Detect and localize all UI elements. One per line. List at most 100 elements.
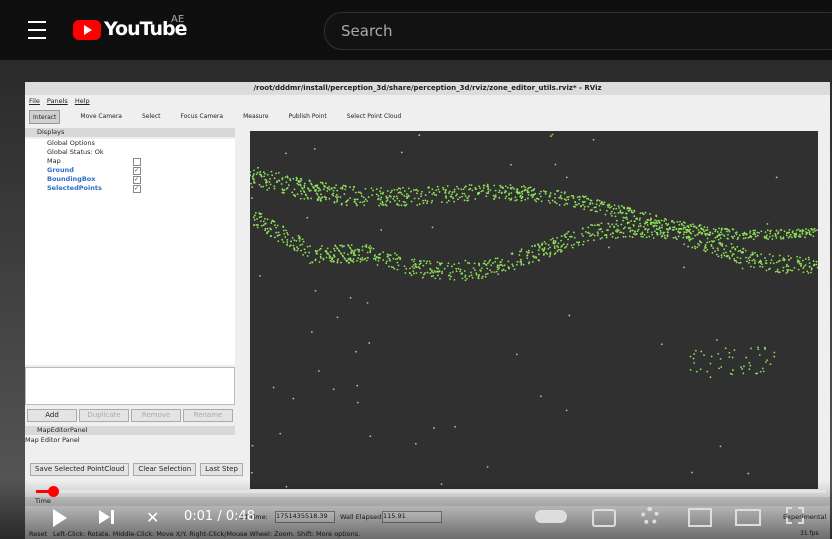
- point: [538, 246, 541, 249]
- tool[interactable]: Measure: [243, 113, 269, 120]
- display-item[interactable]: SelectedPoints ✓: [25, 184, 235, 193]
- point: [288, 245, 291, 248]
- tool[interactable]: Move Camera: [80, 113, 122, 120]
- point: [485, 192, 488, 195]
- point: [734, 231, 737, 234]
- checkbox[interactable]: ✓: [133, 176, 141, 184]
- menu-icon[interactable]: [28, 21, 46, 39]
- tool[interactable]: Interact: [29, 110, 61, 124]
- logo-icon[interactable]: [73, 20, 101, 40]
- point: [390, 266, 393, 268]
- map-button[interactable]: Clear Selection: [133, 463, 197, 476]
- point: [714, 228, 717, 231]
- point: [685, 237, 688, 239]
- captions-button[interactable]: [592, 509, 616, 527]
- point: [714, 236, 717, 239]
- point: [513, 268, 516, 271]
- point: [698, 244, 701, 247]
- display-item[interactable]: Map: [25, 157, 235, 166]
- point: [580, 205, 582, 208]
- point: [587, 226, 590, 229]
- point: [390, 189, 393, 192]
- point: [521, 190, 524, 193]
- display-item[interactable]: BoundingBox ✓: [25, 175, 235, 184]
- display-button[interactable]: Remove: [131, 409, 181, 422]
- point: [742, 234, 745, 237]
- map-button[interactable]: Save Selected PointCloud: [30, 463, 130, 476]
- point: [554, 163, 557, 166]
- point: [694, 349, 697, 352]
- display-item[interactable]: Global Status: Ok: [25, 148, 235, 157]
- progress-bar[interactable]: [36, 490, 826, 493]
- point: [706, 232, 708, 235]
- point: [407, 187, 410, 190]
- play-button[interactable]: [53, 509, 67, 527]
- point: [611, 232, 614, 234]
- mute-button[interactable]: ✕: [146, 508, 160, 527]
- point: [290, 240, 292, 243]
- scrubber[interactable]: [48, 486, 59, 497]
- point: [593, 206, 596, 209]
- point: [785, 272, 788, 274]
- point: [361, 249, 364, 252]
- display-item[interactable]: Ground ✓: [25, 166, 235, 175]
- menu-item[interactable]: Help: [74, 97, 90, 105]
- checkbox[interactable]: ✓: [133, 185, 141, 193]
- checkbox[interactable]: [133, 158, 141, 166]
- point: [704, 232, 706, 235]
- point: [756, 231, 759, 234]
- display-button[interactable]: Rename: [183, 409, 233, 422]
- point: [259, 213, 262, 216]
- point: [329, 259, 332, 262]
- point: [714, 230, 717, 233]
- tool[interactable]: Select: [141, 113, 161, 120]
- autoplay-toggle[interactable]: [535, 510, 567, 523]
- point: [808, 262, 811, 265]
- point: [619, 231, 622, 234]
- point: [285, 188, 288, 190]
- display-item[interactable]: Global Options: [25, 139, 235, 148]
- point: [327, 187, 330, 190]
- menu-item[interactable]: File: [29, 97, 40, 105]
- tool[interactable]: Select Point Cloud: [346, 113, 402, 120]
- point: [297, 184, 300, 186]
- search-box[interactable]: Search: [324, 12, 832, 50]
- map-button[interactable]: Last Step: [200, 463, 243, 476]
- tool[interactable]: Publish Point: [288, 113, 327, 120]
- point: [310, 197, 313, 200]
- point: [272, 386, 275, 389]
- point: [566, 232, 568, 235]
- point: [455, 270, 458, 273]
- viewport[interactable]: [250, 131, 818, 489]
- point: [646, 219, 649, 221]
- point: [331, 193, 334, 196]
- fullscreen-button[interactable]: [786, 507, 804, 524]
- display-button[interactable]: Add: [27, 409, 77, 422]
- point: [691, 246, 694, 249]
- point: [651, 233, 654, 236]
- miniplayer-button[interactable]: [688, 508, 712, 527]
- settings-button[interactable]: [641, 507, 659, 525]
- point: [584, 230, 587, 233]
- point: [501, 269, 504, 272]
- point: [325, 256, 328, 259]
- display-button[interactable]: Duplicate: [79, 409, 129, 422]
- point: [300, 249, 302, 252]
- next-button[interactable]: [99, 510, 110, 524]
- point: [797, 259, 800, 262]
- point: [343, 252, 346, 254]
- point: [572, 195, 575, 197]
- point: [606, 209, 608, 212]
- point: [799, 256, 801, 259]
- point: [555, 202, 558, 205]
- menu-item[interactable]: Panels: [46, 97, 68, 105]
- logo[interactable]: YouTube: [104, 18, 187, 40]
- point: [341, 245, 344, 248]
- theater-button[interactable]: [735, 509, 761, 526]
- point: [296, 249, 299, 252]
- point: [354, 191, 357, 194]
- point: [720, 256, 723, 259]
- tool[interactable]: Focus Camera: [180, 113, 224, 120]
- checkbox[interactable]: ✓: [133, 167, 141, 175]
- point: [420, 193, 423, 195]
